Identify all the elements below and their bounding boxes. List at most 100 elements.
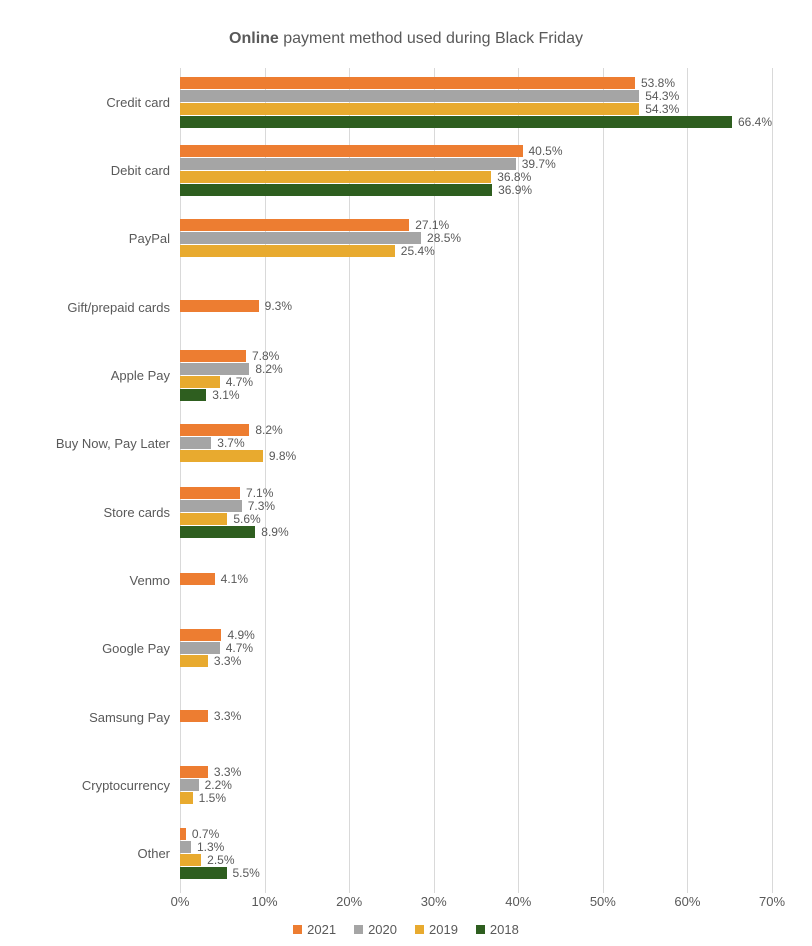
category-label: Samsung Pay	[40, 683, 180, 751]
bar-row: 40.5%	[180, 145, 772, 157]
bar	[180, 219, 409, 231]
bar	[180, 526, 255, 538]
bars-stack: 53.8%54.3%54.3%66.4%40.5%39.7%36.8%36.9%…	[180, 68, 772, 888]
bar	[180, 867, 227, 879]
category-label: Cryptocurrency	[40, 751, 180, 819]
chart-title-bold: Online	[229, 30, 279, 47]
x-tick	[180, 888, 181, 893]
value-label: 9.8%	[269, 449, 296, 463]
category-group: 40.5%39.7%36.8%36.9%	[180, 136, 772, 204]
bar-row: 3.3%	[180, 710, 772, 722]
x-tick	[772, 888, 773, 893]
bar	[180, 116, 732, 128]
value-label: 4.7%	[226, 375, 253, 389]
bar	[180, 655, 208, 667]
value-label: 2.5%	[207, 853, 234, 867]
bar	[180, 103, 639, 115]
category-label: Other	[40, 820, 180, 888]
value-label: 27.1%	[415, 218, 449, 232]
bar	[180, 828, 186, 840]
chart-title-rest: payment method used during Black Friday	[279, 30, 583, 47]
bar-row: 8.9%	[180, 526, 772, 538]
bar	[180, 245, 395, 257]
category-group: 4.1%	[180, 546, 772, 614]
value-label: 40.5%	[529, 144, 563, 158]
category-label: Google Pay	[40, 615, 180, 683]
bar-row: 7.1%	[180, 487, 772, 499]
x-axis: 0%10%20%30%40%50%60%70%	[180, 888, 772, 912]
value-label: 3.7%	[217, 436, 244, 450]
bar-row: 3.7%	[180, 437, 772, 449]
bar-row: 8.2%	[180, 424, 772, 436]
bar-row: 7.8%	[180, 350, 772, 362]
bar	[180, 841, 191, 853]
value-label: 2.2%	[205, 778, 232, 792]
value-label: 1.5%	[199, 791, 226, 805]
legend-label: 2021	[307, 922, 336, 937]
value-label: 3.3%	[214, 765, 241, 779]
value-label: 7.1%	[246, 486, 273, 500]
legend-label: 2020	[368, 922, 397, 937]
chart-container: Online payment method used during Black …	[0, 0, 812, 946]
category-group: 3.3%	[180, 683, 772, 751]
x-tick-label: 30%	[421, 894, 447, 909]
category-group: 0.7%1.3%2.5%5.5%	[180, 820, 772, 888]
bar-row: 8.2%	[180, 363, 772, 375]
bar	[180, 792, 193, 804]
category-group: 4.9%4.7%3.3%	[180, 615, 772, 683]
value-label: 36.9%	[498, 183, 532, 197]
category-label: Buy Now, Pay Later	[40, 410, 180, 478]
legend-label: 2019	[429, 922, 458, 937]
bar-row: 4.9%	[180, 629, 772, 641]
bar-row: 4.1%	[180, 573, 772, 585]
value-label: 3.1%	[212, 388, 239, 402]
value-label: 8.2%	[255, 423, 282, 437]
bar-row: 39.7%	[180, 158, 772, 170]
bar-row: 9.3%	[180, 300, 772, 312]
legend-item: 2021	[293, 922, 336, 937]
bar-row: 4.7%	[180, 642, 772, 654]
x-tick	[349, 888, 350, 893]
category-label: Debit card	[40, 136, 180, 204]
bar-row: 5.5%	[180, 867, 772, 879]
bar-row: 3.3%	[180, 655, 772, 667]
bar	[180, 300, 259, 312]
bar-row: 5.6%	[180, 513, 772, 525]
x-tick	[603, 888, 604, 893]
category-group: 7.8%8.2%4.7%3.1%	[180, 341, 772, 409]
category-group: 7.1%7.3%5.6%8.9%	[180, 478, 772, 546]
y-axis-labels: Credit cardDebit cardPayPalGift/prepaid …	[40, 68, 180, 888]
bar	[180, 629, 221, 641]
category-group: 53.8%54.3%54.3%66.4%	[180, 68, 772, 136]
legend-swatch	[476, 925, 485, 934]
value-label: 39.7%	[522, 157, 556, 171]
legend-swatch	[415, 925, 424, 934]
bar	[180, 513, 227, 525]
bar-row: 2.2%	[180, 779, 772, 791]
category-label: Apple Pay	[40, 341, 180, 409]
x-tick-label: 60%	[674, 894, 700, 909]
value-label: 4.9%	[227, 628, 254, 642]
bar	[180, 232, 421, 244]
legend-item: 2020	[354, 922, 397, 937]
value-label: 3.3%	[214, 709, 241, 723]
x-tick	[265, 888, 266, 893]
value-label: 8.9%	[261, 525, 288, 539]
legend-swatch	[354, 925, 363, 934]
value-label: 4.1%	[221, 572, 248, 586]
legend-item: 2019	[415, 922, 458, 937]
bar	[180, 145, 523, 157]
category-label: Gift/prepaid cards	[40, 273, 180, 341]
legend-label: 2018	[490, 922, 519, 937]
bar	[180, 487, 240, 499]
bar-row: 0.7%	[180, 828, 772, 840]
bar	[180, 854, 201, 866]
category-label: Store cards	[40, 478, 180, 546]
bar	[180, 437, 211, 449]
value-label: 25.4%	[401, 244, 435, 258]
category-group: 8.2% 3.7% 9.8%	[180, 410, 772, 478]
x-tick-label: 10%	[252, 894, 278, 909]
bar-row: 66.4%	[180, 116, 772, 128]
value-label: 1.3%	[197, 840, 224, 854]
bar-row: 36.8%	[180, 171, 772, 183]
